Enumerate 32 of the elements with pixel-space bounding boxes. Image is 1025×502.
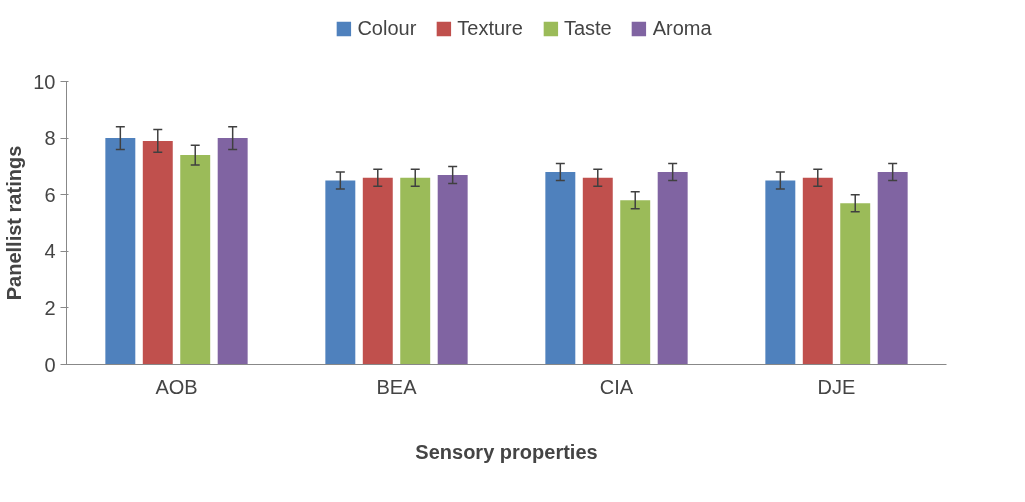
y-tick-label: 10 [33,70,56,93]
bar [142,140,173,365]
y-tick-label: 2 [44,296,56,319]
bar [620,200,651,365]
legend-label: Taste [563,16,612,40]
bar [765,180,796,365]
legend-label: Aroma [652,16,712,40]
y-axis-title: Panellist ratings [3,145,26,301]
y-tick-label: 4 [44,240,56,263]
y-tick-label: 6 [44,183,56,206]
y-tick-label: 0 [44,353,56,376]
bar [582,177,613,365]
x-tick-label: BEA [376,375,418,398]
bar [217,138,248,365]
bar [840,203,871,365]
legend-label: Colour [357,16,417,40]
bar [802,177,833,365]
bar [400,177,431,365]
bar [325,180,356,365]
x-tick-label: CIA [599,375,634,398]
y-tick-label: 8 [44,127,56,150]
bar [437,174,468,365]
bar [105,138,136,365]
bar [657,172,688,365]
bar [362,177,393,365]
x-tick-label: AOB [155,375,198,398]
x-tick-label: DJE [817,375,856,398]
legend-label: Texture [457,16,523,40]
bar [545,172,576,365]
x-axis-title: Sensory properties [415,440,598,463]
bar [877,172,908,365]
bar [180,155,211,365]
